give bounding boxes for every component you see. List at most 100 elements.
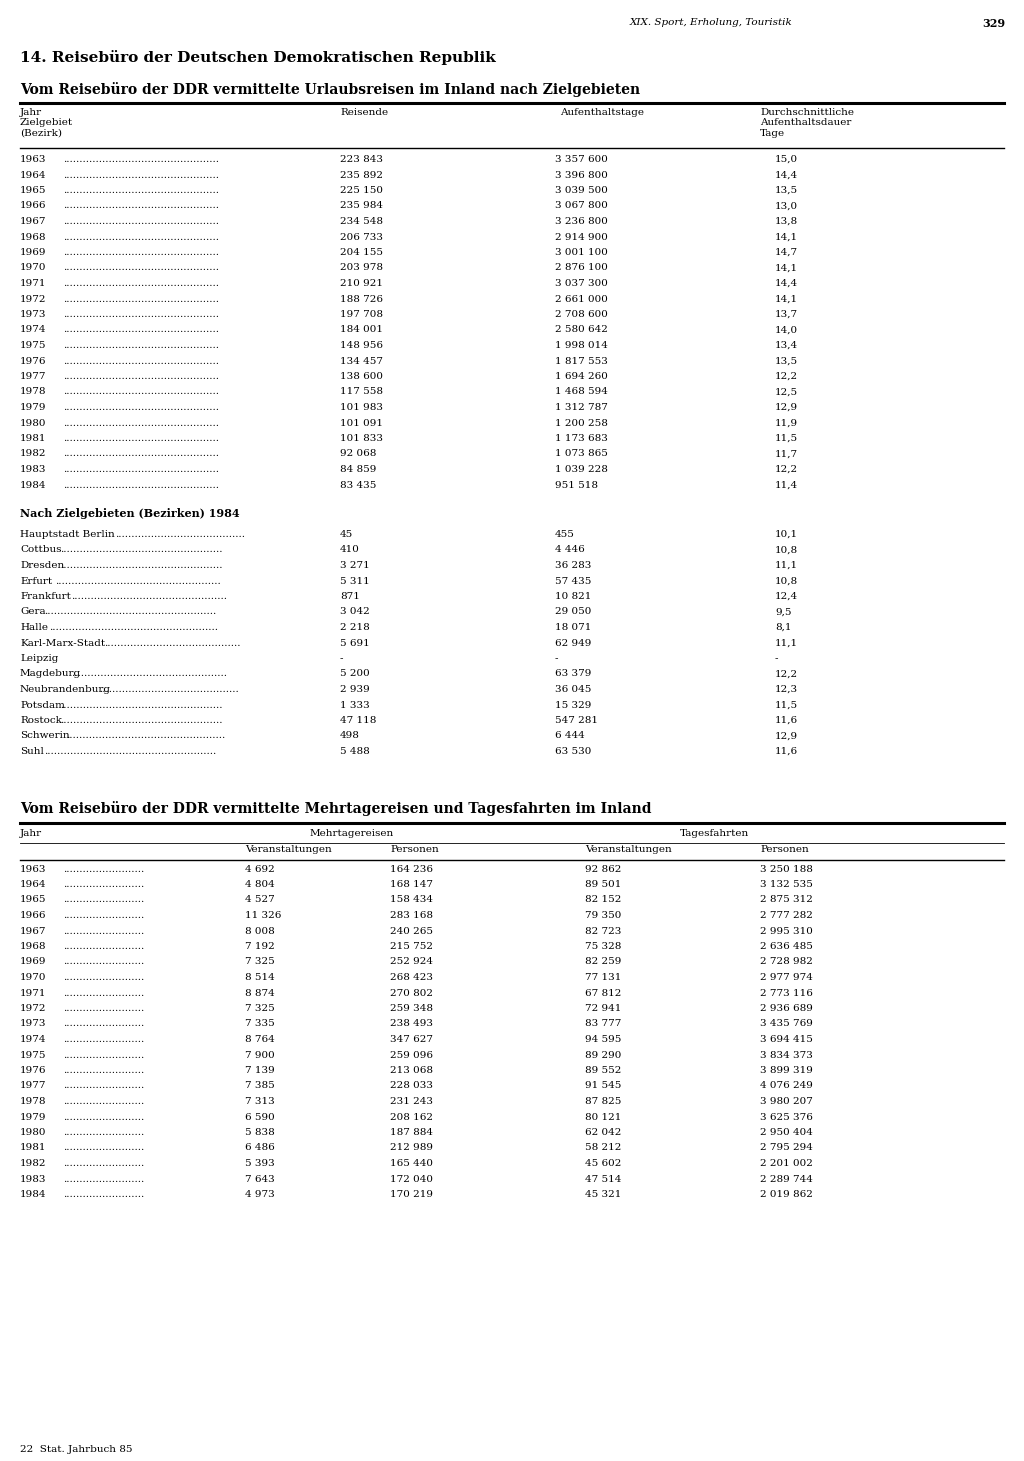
Text: ..................................................: ........................................… xyxy=(60,561,223,570)
Text: ................................................: ........................................… xyxy=(72,669,227,678)
Text: 8 008: 8 008 xyxy=(245,926,274,935)
Text: ....................................................: ........................................… xyxy=(49,622,218,633)
Text: Aufenthaltstage: Aufenthaltstage xyxy=(560,108,644,117)
Text: ..................................................: ........................................… xyxy=(60,716,223,725)
Text: 83 777: 83 777 xyxy=(585,1020,622,1029)
Text: 92 862: 92 862 xyxy=(585,865,622,874)
Text: 5 488: 5 488 xyxy=(340,747,370,755)
Text: 11,7: 11,7 xyxy=(775,450,798,459)
Text: 1972: 1972 xyxy=(20,1004,46,1012)
Text: 1980: 1980 xyxy=(20,418,46,428)
Text: 11,6: 11,6 xyxy=(775,747,798,755)
Text: 10 821: 10 821 xyxy=(555,592,592,600)
Text: .........................: ......................... xyxy=(63,1175,144,1183)
Text: 1974: 1974 xyxy=(20,326,46,335)
Text: 5 393: 5 393 xyxy=(245,1159,274,1167)
Text: 3 001 100: 3 001 100 xyxy=(555,248,608,257)
Text: 29 050: 29 050 xyxy=(555,608,592,617)
Text: 210 921: 210 921 xyxy=(340,279,383,288)
Text: 92 068: 92 068 xyxy=(340,450,377,459)
Text: ................................................: ........................................… xyxy=(63,232,219,241)
Text: 1 173 683: 1 173 683 xyxy=(555,434,608,443)
Text: 72 941: 72 941 xyxy=(585,1004,622,1012)
Text: 3 694 415: 3 694 415 xyxy=(760,1034,813,1045)
Text: Gera: Gera xyxy=(20,608,46,617)
Text: Veranstaltungen: Veranstaltungen xyxy=(245,846,332,855)
Text: 11,5: 11,5 xyxy=(775,434,798,443)
Text: 2 728 982: 2 728 982 xyxy=(760,957,813,967)
Text: 1983: 1983 xyxy=(20,1175,46,1183)
Text: 4 446: 4 446 xyxy=(555,545,585,555)
Text: ................................................: ........................................… xyxy=(63,450,219,459)
Text: 871: 871 xyxy=(340,592,359,600)
Text: .....................................................: ........................................… xyxy=(44,747,216,755)
Text: 83 435: 83 435 xyxy=(340,481,377,489)
Text: 252 924: 252 924 xyxy=(390,957,433,967)
Text: 1 468 594: 1 468 594 xyxy=(555,387,608,396)
Text: Erfurt: Erfurt xyxy=(20,577,52,586)
Text: 12,9: 12,9 xyxy=(775,732,798,741)
Text: 8 874: 8 874 xyxy=(245,989,274,998)
Text: 14,4: 14,4 xyxy=(775,171,798,180)
Text: Karl-Marx-Stadt: Karl-Marx-Stadt xyxy=(20,638,105,647)
Text: ................................................: ........................................… xyxy=(63,481,219,489)
Text: Jahr: Jahr xyxy=(20,828,42,837)
Text: 3 067 800: 3 067 800 xyxy=(555,202,608,210)
Text: 1963: 1963 xyxy=(20,865,46,874)
Text: 1970: 1970 xyxy=(20,973,46,982)
Text: 2 773 116: 2 773 116 xyxy=(760,989,813,998)
Text: ..........................................: ........................................… xyxy=(104,638,241,647)
Text: 2 795 294: 2 795 294 xyxy=(760,1144,813,1153)
Text: 270 802: 270 802 xyxy=(390,989,433,998)
Text: 2 875 312: 2 875 312 xyxy=(760,896,813,904)
Text: 14,1: 14,1 xyxy=(775,232,798,241)
Text: 79 350: 79 350 xyxy=(585,912,622,920)
Text: 2 201 002: 2 201 002 xyxy=(760,1159,813,1167)
Text: 67 812: 67 812 xyxy=(585,989,622,998)
Text: 57 435: 57 435 xyxy=(555,577,592,586)
Text: 84 859: 84 859 xyxy=(340,465,377,473)
Text: 1 694 260: 1 694 260 xyxy=(555,373,608,381)
Text: .........................: ......................... xyxy=(63,865,144,874)
Text: 14,1: 14,1 xyxy=(775,263,798,273)
Text: 1 312 787: 1 312 787 xyxy=(555,403,608,412)
Text: 4 692: 4 692 xyxy=(245,865,274,874)
Text: 215 752: 215 752 xyxy=(390,942,433,951)
Text: 3 625 376: 3 625 376 xyxy=(760,1112,813,1122)
Text: 22  Stat. Jahrbuch 85: 22 Stat. Jahrbuch 85 xyxy=(20,1445,132,1454)
Text: 11,9: 11,9 xyxy=(775,418,798,428)
Text: .........................: ......................... xyxy=(63,926,144,935)
Text: ................................................: ........................................… xyxy=(63,263,219,273)
Text: 1976: 1976 xyxy=(20,356,46,365)
Text: 410: 410 xyxy=(340,545,359,555)
Text: 1980: 1980 xyxy=(20,1128,46,1137)
Text: 13,4: 13,4 xyxy=(775,340,798,351)
Text: 6 590: 6 590 xyxy=(245,1112,274,1122)
Text: 14,1: 14,1 xyxy=(775,295,798,304)
Text: .........................: ......................... xyxy=(63,1191,144,1199)
Text: 12,9: 12,9 xyxy=(775,403,798,412)
Text: 3 236 800: 3 236 800 xyxy=(555,218,608,226)
Text: Magdeburg: Magdeburg xyxy=(20,669,81,678)
Text: .........................: ......................... xyxy=(63,989,144,998)
Text: 11,4: 11,4 xyxy=(775,481,798,489)
Text: 82 152: 82 152 xyxy=(585,896,622,904)
Text: 455: 455 xyxy=(555,530,574,539)
Text: 347 627: 347 627 xyxy=(390,1034,433,1045)
Text: ................................................: ........................................… xyxy=(63,340,219,351)
Text: 1967: 1967 xyxy=(20,218,46,226)
Text: 7 325: 7 325 xyxy=(245,957,274,967)
Text: 11 326: 11 326 xyxy=(245,912,282,920)
Text: ................................................: ........................................… xyxy=(63,202,219,210)
Text: 14,4: 14,4 xyxy=(775,279,798,288)
Text: 45 602: 45 602 xyxy=(585,1159,622,1167)
Text: 2 289 744: 2 289 744 xyxy=(760,1175,813,1183)
Text: 1981: 1981 xyxy=(20,1144,46,1153)
Text: 36 283: 36 283 xyxy=(555,561,592,570)
Text: 7 385: 7 385 xyxy=(245,1081,274,1090)
Text: 1 998 014: 1 998 014 xyxy=(555,340,608,351)
Text: 8 764: 8 764 xyxy=(245,1034,274,1045)
Text: 5 200: 5 200 xyxy=(340,669,370,678)
Text: 148 956: 148 956 xyxy=(340,340,383,351)
Text: .........................: ......................... xyxy=(63,1004,144,1012)
